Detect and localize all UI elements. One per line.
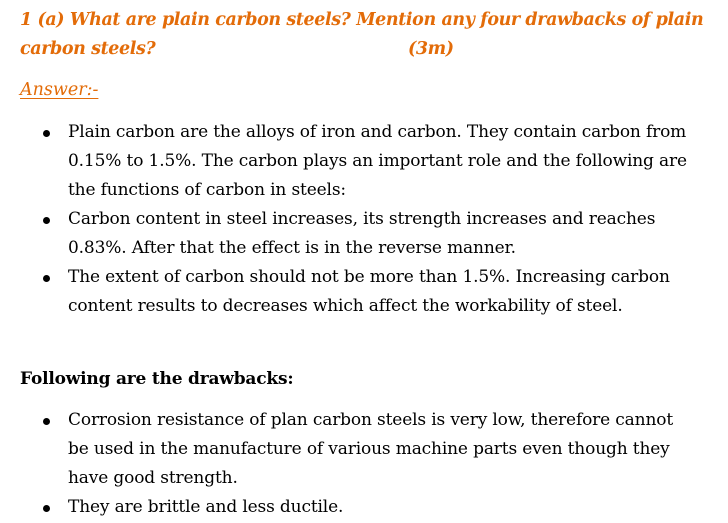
bullet-icon — [43, 418, 50, 425]
question-line-1: 1 (a) What are plain carbon steels? Ment… — [20, 10, 704, 30]
list-item-text: Carbon content in steel increases, its s… — [68, 209, 656, 258]
drawbacks-heading: Following are the drawbacks: — [20, 369, 294, 389]
bullet-icon — [43, 217, 50, 224]
list-item: Plain carbon are the alloys of iron and … — [0, 118, 693, 205]
list-item: The extent of carbon should not be more … — [0, 263, 693, 321]
list-item: Carbon content in steel increases, its s… — [0, 205, 693, 263]
list-item-text: Corrosion resistance of plan carbon stee… — [68, 410, 674, 488]
list-item-text: The extent of carbon should not be more … — [68, 267, 670, 316]
list-item-text: They are brittle and less ductile. — [68, 497, 344, 517]
list-item-text: Plain carbon are the alloys of iron and … — [68, 122, 687, 200]
drawbacks-bullet-list: Corrosion resistance of plan carbon stee… — [0, 406, 693, 522]
bullet-icon — [43, 275, 50, 282]
list-item: They are brittle and less ductile. — [0, 493, 693, 522]
question-line-2: carbon steels? — [20, 39, 156, 59]
bullet-icon — [43, 505, 50, 512]
bullet-icon — [43, 130, 50, 137]
list-item: Corrosion resistance of plan carbon stee… — [0, 406, 693, 493]
question-marks: (3m) — [408, 39, 454, 59]
intro-bullet-list: Plain carbon are the alloys of iron and … — [0, 118, 693, 321]
answer-label: Answer:- — [20, 80, 99, 100]
question-heading: 1 (a) What are plain carbon steels? Ment… — [20, 6, 710, 64]
